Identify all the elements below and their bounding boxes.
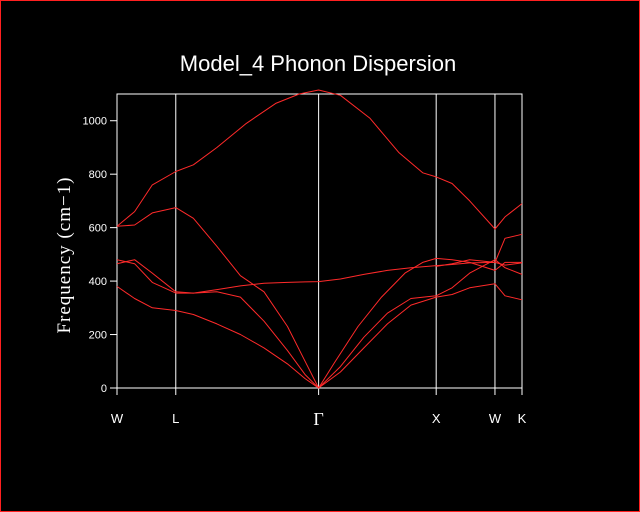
y-tick-label: 1000 <box>83 116 107 128</box>
y-tick-label: 600 <box>89 223 107 235</box>
y-tick-label: 0 <box>101 383 107 395</box>
chart-title: Model_4 Phonon Dispersion <box>180 51 456 76</box>
y-axis-label: Frequency (cm−1) <box>54 176 75 333</box>
series-group <box>116 89 523 389</box>
phonon-branch-2 <box>116 207 522 389</box>
y-tick-label: 800 <box>89 169 107 181</box>
phonon-branch-3 <box>116 259 523 294</box>
x-tick-label: W <box>111 411 124 426</box>
axes: 0 200 400 600 800 1000 W L Γ X W K <box>83 93 527 429</box>
y-tick-label: 200 <box>89 330 107 342</box>
plot-frame <box>116 93 523 389</box>
x-tick-label: K <box>518 411 527 426</box>
y-tick-label: 400 <box>89 276 107 288</box>
x-tick-label: L <box>172 411 179 426</box>
phonon-branch-4 <box>116 259 523 389</box>
x-tick-label: W <box>489 411 502 426</box>
x-tick-label: Γ <box>313 409 323 429</box>
phonon-branch-1 <box>116 89 523 230</box>
phonon-branch-5 <box>116 283 523 389</box>
phonon-branch-6 <box>436 233 523 267</box>
x-tick-label: X <box>432 411 441 426</box>
